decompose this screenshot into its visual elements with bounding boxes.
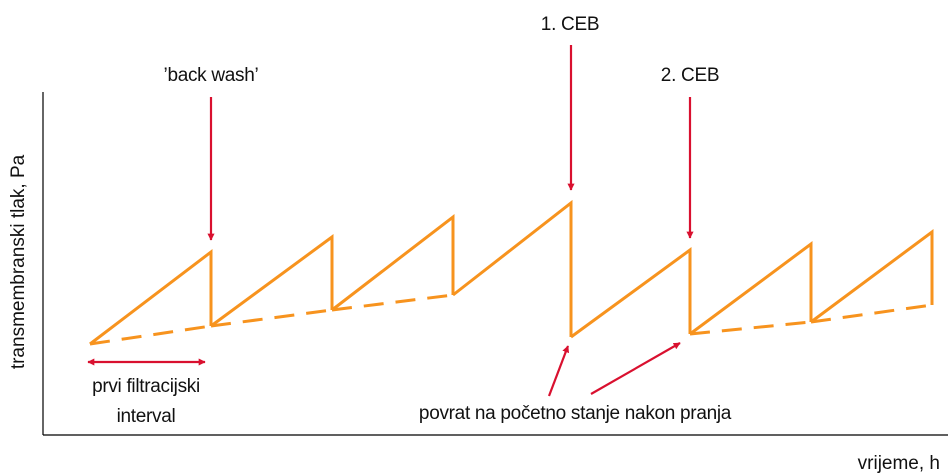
- filtration-cycle-4: [452, 199, 573, 337]
- interval-label-line2: interval: [117, 406, 176, 427]
- baseline-segment-5: [810, 303, 933, 324]
- baseline-segment-4: [689, 320, 812, 336]
- baseline-segment-1: [89, 324, 212, 346]
- filtration-cycle-5: [570, 247, 692, 339]
- pressure-curve: [89, 199, 934, 346]
- filtration-cycle-2: [210, 234, 334, 328]
- backwash-label: ’back wash’: [164, 65, 259, 86]
- ceb2-label: 2. CEB: [661, 65, 719, 86]
- baseline-segment-3: [331, 293, 454, 312]
- filtration-cycle-7: [810, 229, 934, 324]
- y-axis-label: transmembranski tlak, Pa: [8, 154, 29, 369]
- annotation-arrows: [87, 45, 694, 397]
- filtration-cycle-6: [689, 241, 813, 336]
- recovery-arrow-1: [547, 345, 570, 397]
- filtration-cycle-3: [331, 213, 455, 312]
- baseline-segment-2: [210, 308, 333, 328]
- recovery-arrow-2: [590, 342, 681, 395]
- interval-label-line1: prvi filtracijski: [92, 376, 200, 397]
- baseline-trend: [89, 293, 933, 346]
- filtration-cycle-1: [89, 248, 213, 346]
- recovery-label: povrat na početno stanje nakon pranja: [419, 403, 732, 424]
- ceb1-label: 1. CEB: [541, 14, 599, 35]
- x-axis-label: vrijeme, h: [858, 453, 940, 474]
